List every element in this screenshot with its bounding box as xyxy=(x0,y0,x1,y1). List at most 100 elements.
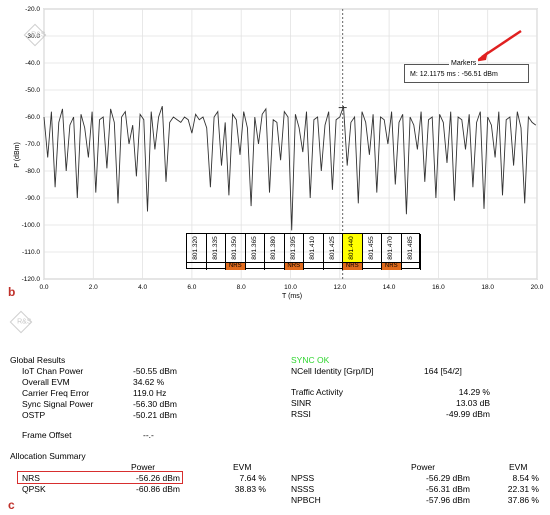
allocation-power: -60.86 dBm xyxy=(136,484,180,494)
freq-label: 801.365 xyxy=(250,236,258,260)
y-tick-label: -100.0 xyxy=(22,222,41,229)
y-tick-label: -120.0 xyxy=(22,276,41,283)
marker-readout: M: 12.1175 ms : -56.51 dBm xyxy=(410,71,498,78)
x-tick-label: 18.0 xyxy=(481,284,494,291)
global-result-label: RSSI xyxy=(291,409,311,419)
x-tick-label: 14.0 xyxy=(383,284,396,291)
nrs-cell xyxy=(323,262,343,270)
allocation-label: NRS xyxy=(22,473,40,483)
freq-label: 801.485 xyxy=(406,236,414,260)
nrs-cell: NRS xyxy=(382,262,402,270)
freq-label: 801.380 xyxy=(270,236,278,260)
nrs-cell xyxy=(401,262,421,270)
allocation-evm: 7.64 % xyxy=(239,473,266,483)
panel-letter-b: b xyxy=(8,285,16,299)
freq-cell: 801.365 xyxy=(246,234,265,262)
y-tick-label: -70.0 xyxy=(25,141,40,148)
allocation-power: -57.96 dBm xyxy=(426,495,470,505)
nrs-cell xyxy=(245,262,265,270)
y-tick-label: -50.0 xyxy=(25,87,40,94)
freq-cell: 801.485 xyxy=(402,234,421,262)
power-trace-line xyxy=(43,106,537,231)
freq-cell: 801.320 xyxy=(187,234,207,262)
y-tick-label: -40.0 xyxy=(25,60,40,67)
power-column-header: Power xyxy=(131,462,156,472)
global-result-value: 13.03 dB xyxy=(455,398,490,408)
nrs-cell: NRS xyxy=(343,262,363,270)
y-tick-label: -30.0 xyxy=(25,33,40,40)
x-axis-label: T (ms) xyxy=(282,293,303,300)
y-tick-label: -60.0 xyxy=(25,114,40,121)
power-column-header-right: Power xyxy=(411,462,436,472)
nrs-cell xyxy=(206,262,226,270)
allocation-power: -56.26 dBm xyxy=(136,473,180,483)
global-result-label: Overall EVM xyxy=(22,377,70,387)
x-tick-label: 20.0 xyxy=(531,284,544,291)
global-result-label: Traffic Activity xyxy=(291,387,343,397)
y-tick-label: -80.0 xyxy=(25,168,40,175)
allocation-evm: 8.54 % xyxy=(512,473,539,483)
x-tick-label: 6.0 xyxy=(187,284,196,291)
frame-offset-value: --.- xyxy=(143,430,154,440)
y-tick-label: -20.0 xyxy=(25,6,40,13)
global-result-label: IoT Chan Power xyxy=(22,366,84,376)
x-tick-label: 4.0 xyxy=(138,284,147,291)
global-result-value: -56.30 dBm xyxy=(133,399,177,409)
allocation-evm: 37.86 % xyxy=(507,495,539,505)
y-tick-label: -90.0 xyxy=(25,195,40,202)
freq-cell: 801.380 xyxy=(265,234,285,262)
x-tick-label: 8.0 xyxy=(237,284,246,291)
global-results-title: Global Results xyxy=(10,355,66,365)
allocation-label: NSSS xyxy=(291,484,315,494)
global-result-label: Sync Signal Power xyxy=(22,399,94,409)
freq-label: 801.425 xyxy=(328,236,336,260)
freq-label: 801.440 xyxy=(348,236,356,260)
freq-label: 801.410 xyxy=(309,236,317,260)
y-axis-label: P (dBm) xyxy=(13,142,21,168)
allocation-label: NPSS xyxy=(291,473,315,483)
allocation-label: NPBCH xyxy=(291,495,321,505)
freq-label: 801.470 xyxy=(387,236,395,260)
freq-cell: 801.350 xyxy=(226,234,246,262)
frame-offset-label: Frame Offset xyxy=(22,430,72,440)
freq-cell: 801.455 xyxy=(363,234,382,262)
evm-column-header-right: EVM xyxy=(509,462,528,472)
allocation-evm: 38.83 % xyxy=(234,484,266,494)
global-result-value: -49.99 dBm xyxy=(446,409,490,419)
ncell-label: NCell Identity [Grp/ID] xyxy=(291,366,374,376)
allocation-evm: 22.31 % xyxy=(507,484,539,494)
nrs-cell xyxy=(304,262,324,270)
chart-ticks: 0.0 2.0 4.0 6.0 8.0 10.0 12.0 14.0 16.0 18.0 20.0 -… xyxy=(22,6,544,291)
marker-box-title: Markers xyxy=(449,59,479,69)
nrs-frequency-table: 801.320 801.335 801.350 NRS 801.365 801.380 80… xyxy=(186,233,421,270)
evm-column-header: EVM xyxy=(233,462,252,472)
global-result-value: 14.29 % xyxy=(458,387,490,397)
freq-cell: 801.335 xyxy=(207,234,226,262)
x-tick-label: 12.0 xyxy=(333,284,346,291)
freq-table-grid: 801.320 801.335 801.350 NRS 801.365 801.380 80… xyxy=(186,233,421,270)
global-result-value: 119.0 Hz xyxy=(133,388,167,398)
nrs-cell xyxy=(265,262,285,270)
nrs-cell xyxy=(187,262,207,270)
power-time-chart: 0.0 2.0 4.0 6.0 8.0 10.0 12.0 14.0 16.0 18.0 20.0 -… xyxy=(22,6,544,291)
allocation-summary-title: Allocation Summary xyxy=(10,451,86,461)
y-tick-label: -110.0 xyxy=(22,249,40,256)
global-result-value: -50.55 dBm xyxy=(133,366,177,376)
global-result-value: -50.21 dBm xyxy=(133,410,177,420)
freq-cell: 801.395 xyxy=(285,234,304,262)
freq-cell: 801.410 xyxy=(304,234,324,262)
allocation-power: -56.31 dBm xyxy=(426,484,470,494)
freq-cell: 801.440 xyxy=(343,234,363,262)
panel-letter-c: c xyxy=(8,498,15,512)
nrs-cell: NRS xyxy=(226,262,246,270)
nrs-cell xyxy=(362,262,382,270)
nrs-highlight-box xyxy=(17,471,183,484)
global-result-label: Carrier Freq Error xyxy=(22,388,90,398)
freq-label: 801.335 xyxy=(211,236,219,260)
global-result-label: OSTP xyxy=(22,410,46,420)
power-trace xyxy=(43,106,537,231)
freq-cell: 801.425 xyxy=(324,234,343,262)
freq-label: 801.395 xyxy=(289,236,297,260)
brand-logo-icon: R&S xyxy=(9,310,33,334)
ncell-value: 164 [54/2] xyxy=(424,366,462,376)
